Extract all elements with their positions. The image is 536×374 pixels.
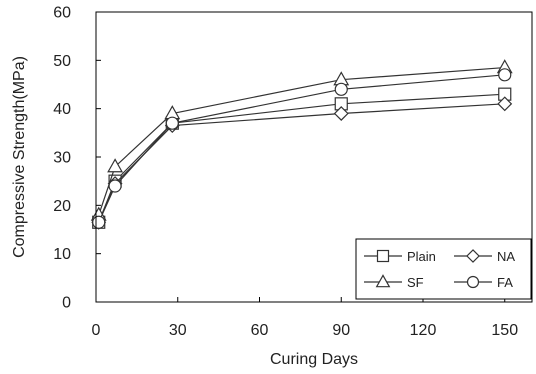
data-point-fa [108,179,122,193]
data-point-fa [498,68,512,82]
data-point-fa [334,82,348,96]
y-tick-label: 0 [62,295,71,312]
y-tick-label: 40 [53,101,71,118]
series-na [91,96,513,230]
y-tick-label: 30 [53,150,71,167]
data-point-na [497,96,513,112]
series-line-na [98,103,505,223]
legend-marker-fa [466,275,480,289]
y-tick-label: 10 [53,246,71,263]
series-line-plain [98,93,505,223]
x-tick-label: 90 [332,322,350,339]
x-axis-title: Curing Days [270,351,358,368]
series-layer [90,59,513,230]
legend-marker-sf [375,274,391,288]
x-axis-ticks: 0 30 60 90 120 150 [92,297,518,339]
legend-label-na: NA [497,249,515,264]
legend-entry-fa: FA [454,275,513,290]
data-point-sf [107,158,123,173]
x-tick-label: 60 [251,322,269,339]
legend-marker-plain [376,249,390,263]
legend-entry-sf: SF [364,274,424,290]
x-tick-label: 120 [410,322,437,339]
y-axis-title: Compressive Strength(MPa) [11,56,28,258]
x-tick-label: 150 [491,322,518,339]
y-tick-label: 20 [53,198,71,215]
legend-marker-na [466,249,480,263]
legend-entry-na: NA [454,249,515,264]
data-point-na [333,106,349,121]
legend-label-fa: FA [497,275,513,290]
data-point-fa [92,215,106,229]
series-line-fa [98,74,505,223]
legend-label-plain: Plain [407,249,436,264]
legend: Plain NA SF FA [355,238,532,300]
y-tick-label: 60 [53,5,71,22]
series-plain [92,87,512,229]
plot-area-frame [95,11,533,303]
data-point-fa [165,116,179,130]
x-tick-label: 30 [169,322,187,339]
series-sf [90,59,513,221]
y-tick-label: 50 [53,53,71,70]
legend-label-sf: SF [407,275,424,290]
legend-box [355,238,532,300]
series-fa [92,68,512,229]
legend-entry-plain: Plain [364,249,436,264]
x-tick-label: 0 [92,322,101,339]
y-axis-ticks: 0 10 20 30 40 50 60 [53,5,101,312]
series-line-sf [98,66,505,216]
